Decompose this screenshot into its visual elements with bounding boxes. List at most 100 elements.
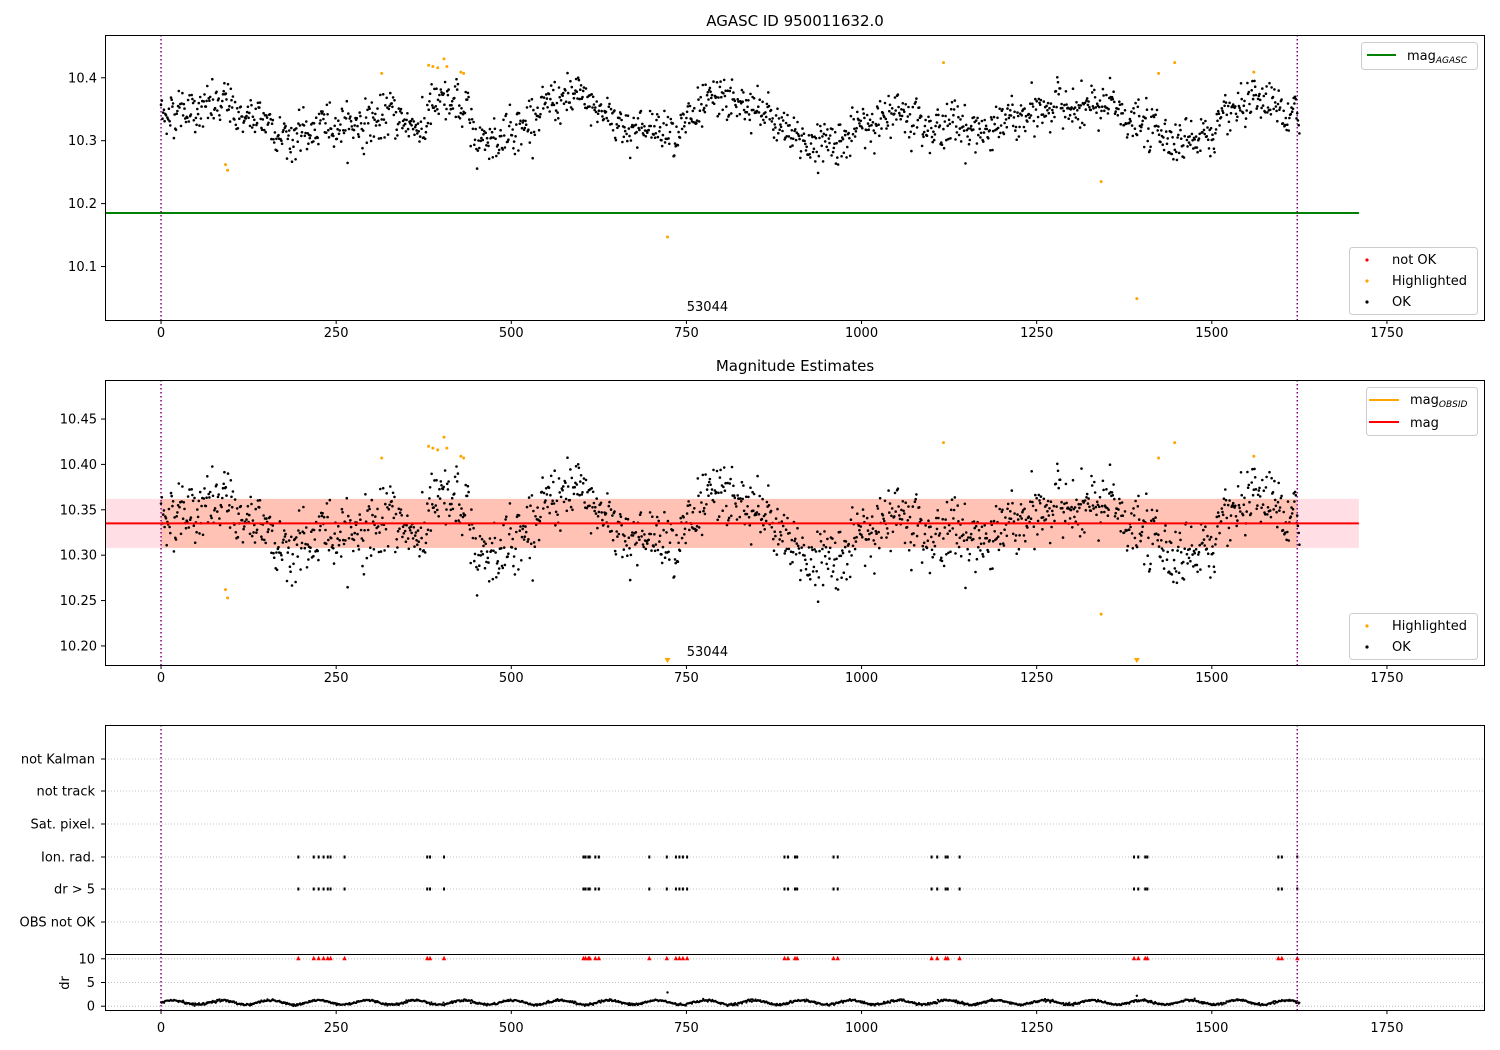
ok-point — [457, 519, 460, 522]
ok-point — [600, 511, 603, 514]
ok-point — [1175, 158, 1179, 162]
ok-point — [591, 106, 594, 109]
ok-point — [325, 103, 329, 107]
ok-point — [1231, 501, 1235, 505]
ok-point — [907, 549, 911, 552]
dr-clipped-marker — [1276, 955, 1281, 961]
ok-point — [909, 541, 912, 544]
ok-point — [216, 109, 219, 112]
ok-point — [569, 468, 572, 471]
ok-point — [238, 117, 241, 120]
ok-point — [1013, 110, 1016, 114]
ok-point — [872, 129, 875, 132]
ok-point — [426, 528, 430, 532]
ok-point — [661, 545, 665, 549]
ok-point — [302, 505, 305, 509]
ok-point — [1142, 563, 1146, 566]
ok-point — [1004, 516, 1007, 519]
ok-point — [1144, 116, 1147, 120]
ok-point — [1047, 111, 1051, 115]
ok-point — [1016, 114, 1020, 118]
flag-event — [674, 887, 677, 891]
highlighted-point — [462, 71, 466, 75]
ok-point — [1020, 517, 1023, 520]
ok-point — [597, 109, 601, 112]
ok-point — [1268, 470, 1271, 474]
ok-point — [513, 152, 517, 156]
ok-point — [260, 538, 264, 541]
ok-point — [569, 505, 573, 509]
ok-point — [337, 525, 340, 528]
ok-point — [1183, 547, 1186, 550]
ok-point — [781, 539, 784, 543]
ok-point — [1079, 104, 1083, 107]
ok-point — [805, 145, 808, 149]
flag-event — [329, 887, 332, 891]
ok-point — [528, 141, 532, 144]
ok-point — [1100, 109, 1103, 113]
ok-point — [680, 116, 683, 120]
dr-tick-label: 0 — [87, 1000, 95, 1015]
ok-point — [751, 490, 754, 494]
ok-point — [744, 495, 748, 499]
ok-point — [826, 128, 829, 131]
ok-point — [1251, 97, 1255, 101]
ok-point — [366, 528, 370, 532]
flag-event — [681, 887, 684, 891]
ok-point — [1125, 549, 1129, 552]
ok-point — [1034, 108, 1038, 111]
ok-point — [968, 138, 972, 142]
ok-point — [811, 135, 814, 139]
ok-point — [271, 118, 275, 122]
ok-point — [253, 118, 256, 122]
ok-point — [186, 116, 189, 119]
ok-point — [861, 535, 864, 539]
ok-point — [1249, 512, 1253, 515]
ok-point — [842, 571, 846, 574]
y-tick-label: 10.30 — [60, 549, 97, 564]
ok-point — [1006, 507, 1009, 511]
ok-point — [606, 492, 609, 495]
ok-point — [1236, 519, 1239, 522]
ok-point — [946, 124, 949, 128]
ok-point — [1150, 108, 1154, 111]
offscale-marker — [664, 658, 671, 663]
ok-point — [446, 93, 450, 97]
ok-point — [450, 103, 453, 107]
ok-point — [593, 509, 596, 513]
ok-point — [470, 118, 474, 121]
ok-point — [594, 110, 598, 114]
ok-point — [749, 131, 753, 135]
ok-point — [1288, 116, 1291, 120]
ok-point — [853, 536, 856, 540]
ok-point — [723, 489, 727, 493]
ok-point — [942, 146, 946, 150]
ok-point — [631, 534, 635, 537]
ok-point — [1142, 145, 1146, 149]
ok-point — [725, 105, 728, 108]
ok-point — [710, 488, 714, 491]
ok-point — [188, 488, 191, 491]
ok-point — [1100, 105, 1104, 108]
ok-point — [502, 546, 506, 549]
ok-point — [217, 493, 220, 496]
ok-point — [424, 541, 428, 545]
ok-point — [1023, 107, 1026, 110]
ok-point — [863, 564, 867, 568]
ok-point — [870, 515, 874, 518]
ok-point — [1029, 102, 1032, 105]
ok-point — [1241, 111, 1245, 115]
flag-event — [329, 855, 332, 859]
ok-point — [253, 130, 257, 134]
ok-point — [936, 509, 939, 512]
ok-point — [953, 496, 957, 499]
ok-point — [789, 562, 792, 566]
ok-point — [742, 484, 745, 487]
ok-point — [1268, 108, 1272, 112]
ok-point — [1251, 79, 1254, 83]
ok-point — [784, 121, 788, 125]
ok-point — [500, 547, 503, 550]
ok-point — [396, 546, 399, 549]
ok-point — [368, 507, 371, 511]
ok-point — [279, 551, 282, 555]
